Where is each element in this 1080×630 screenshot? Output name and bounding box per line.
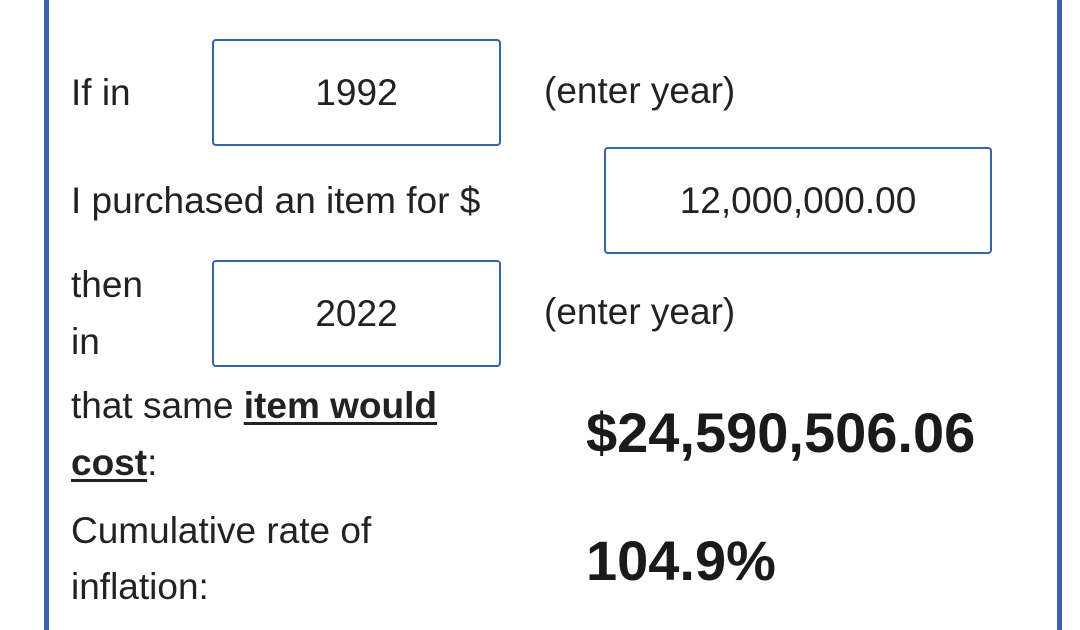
start-year-input-box[interactable]	[212, 39, 501, 146]
cost-label-line1: that same item would	[71, 378, 437, 434]
end-year-input[interactable]	[214, 262, 499, 365]
end-year-label-line2: in	[71, 321, 100, 362]
start-year-label: If in	[71, 72, 131, 113]
future-cost-result: $24,590,506.06	[586, 401, 976, 464]
start-year-hint: (enter year)	[544, 70, 736, 111]
cost-label-line2: cost:	[71, 435, 157, 491]
cost-link[interactable]: cost	[71, 442, 148, 483]
amount-input-box[interactable]	[604, 147, 992, 254]
start-year-input[interactable]	[214, 41, 499, 144]
amount-input[interactable]	[606, 149, 990, 252]
item-would-cost-link[interactable]: item would	[243, 385, 437, 426]
inflation-label-line1: Cumulative rate of	[71, 510, 372, 551]
cost-label-prefix: that same	[71, 385, 244, 426]
cumulative-inflation-result: 104.9%	[586, 529, 776, 592]
end-year-input-box[interactable]	[212, 260, 501, 367]
inflation-label-line2: inflation:	[71, 566, 209, 607]
calculator-frame	[44, 0, 1062, 630]
amount-label: I purchased an item for $	[71, 180, 481, 221]
end-year-label-line1: then	[71, 264, 144, 305]
cost-label-suffix: :	[147, 442, 158, 483]
end-year-hint: (enter year)	[544, 291, 736, 332]
